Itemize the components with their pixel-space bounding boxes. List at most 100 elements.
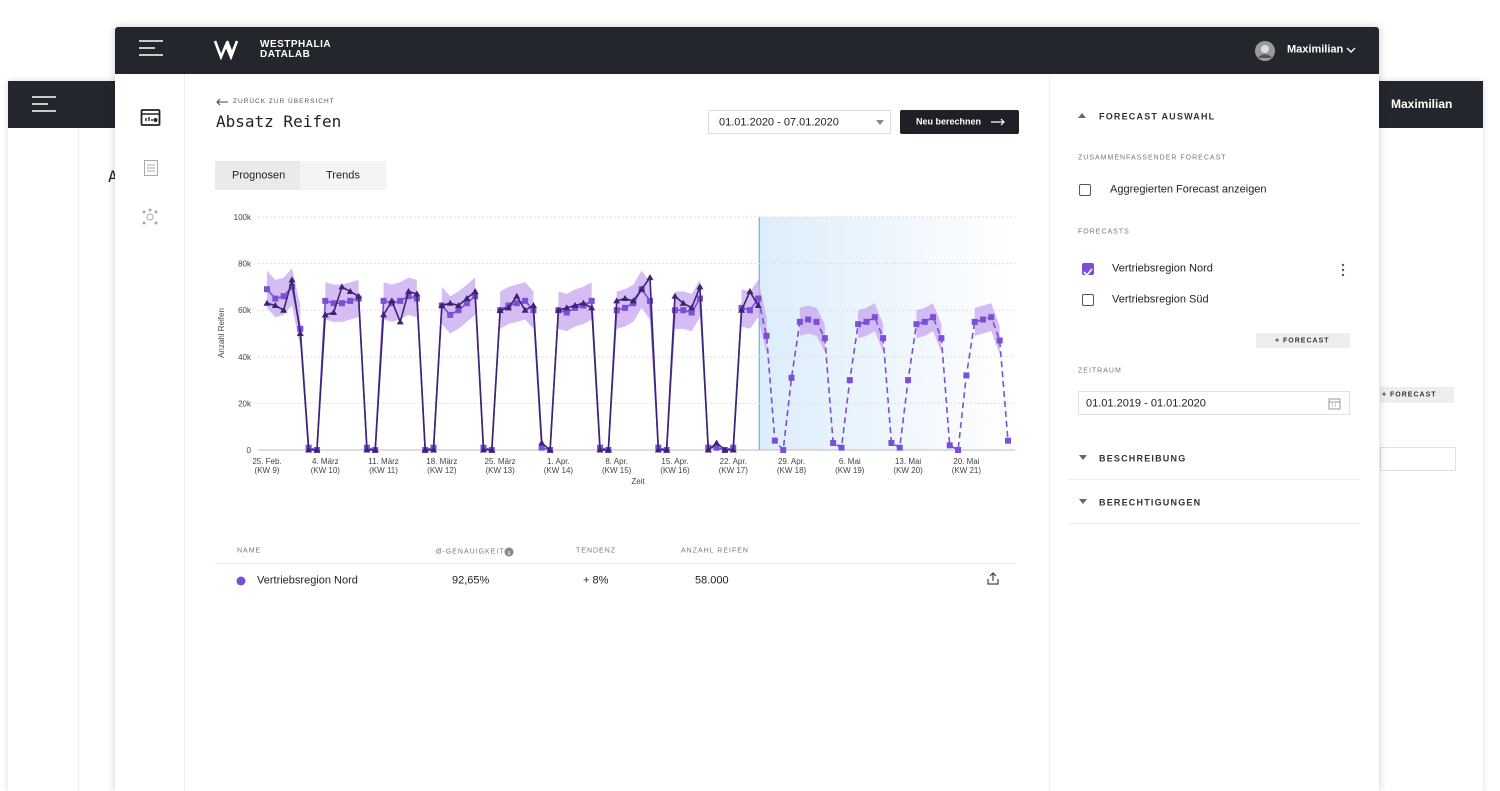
- data-point: [280, 306, 288, 313]
- data-point: [380, 297, 387, 304]
- y-tick-label: 20k: [238, 399, 252, 408]
- checkbox-label[interactable]: Vertriebsregion Süd: [1112, 293, 1209, 306]
- panel-label: ZUSAMMENFASSENDER FORECAST: [1078, 154, 1227, 162]
- date-select[interactable]: 01.01.2020 - 07.01.2020: [708, 110, 891, 134]
- panel-heading[interactable]: BESCHREIBUNG: [1099, 453, 1187, 464]
- data-point: [288, 276, 296, 283]
- tab[interactable]: Trends: [300, 161, 386, 190]
- select-caret: [876, 120, 884, 125]
- data-point: [680, 307, 687, 314]
- check-mark: [1083, 268, 1093, 277]
- data-point: [371, 446, 379, 453]
- checkbox[interactable]: [1082, 294, 1094, 306]
- user-name[interactable]: Maximilian: [1287, 43, 1344, 56]
- data-point: [955, 447, 962, 453]
- data-point: [830, 440, 837, 447]
- background-input: [1380, 447, 1456, 471]
- data-point: [855, 321, 862, 328]
- data-point: [771, 437, 778, 444]
- user-chevron[interactable]: [1345, 45, 1357, 55]
- collapse-caret[interactable]: [1078, 113, 1086, 119]
- background-button: + FORECAST: [1380, 387, 1454, 403]
- data-point: [338, 283, 346, 290]
- x-tick-label-line: (KW 21): [952, 466, 982, 475]
- data-point: [930, 314, 937, 321]
- tab-active[interactable]: Prognosen: [215, 161, 300, 190]
- checkbox[interactable]: [1079, 184, 1091, 196]
- data-point: [588, 304, 596, 311]
- kebab-menu[interactable]: [1340, 263, 1346, 277]
- data-point: [513, 300, 520, 307]
- data-point: [405, 293, 412, 300]
- data-point: [871, 314, 878, 321]
- share-icon[interactable]: [986, 572, 1000, 586]
- y-tick-label: 100k: [234, 213, 252, 222]
- x-tick-label-line: 29. Apr.: [778, 457, 805, 466]
- data-point: [579, 299, 587, 306]
- data-point: [738, 306, 746, 313]
- data-point: [588, 297, 595, 304]
- recalculate-button[interactable]: Neu berechnen: [900, 110, 1019, 134]
- checkbox-label[interactable]: Aggregierten Forecast anzeigen: [1110, 183, 1267, 196]
- background-divider: [78, 128, 79, 791]
- data-point: [455, 307, 462, 314]
- data-point: [446, 299, 454, 306]
- add-forecast-button[interactable]: + FORECAST: [1256, 333, 1350, 348]
- nav-dashboard-icon[interactable]: [140, 108, 162, 128]
- data-point: [546, 446, 554, 453]
- data-point: [996, 337, 1003, 344]
- x-tick-label-line: 25. Feb.: [252, 457, 281, 466]
- back-arrow[interactable]: [215, 97, 229, 107]
- nav-reports-icon[interactable]: [143, 159, 159, 177]
- data-point: [380, 311, 388, 318]
- x-tick-label: 4. März (KW 10): [311, 457, 341, 475]
- data-point: [463, 300, 470, 307]
- x-tick-label-line: (KW 16): [660, 466, 690, 475]
- panel-label: FORECASTS: [1078, 228, 1130, 236]
- info-icon[interactable]: [504, 547, 514, 557]
- data-point: [880, 335, 887, 342]
- avatar[interactable]: [1254, 40, 1276, 62]
- checkbox-label[interactable]: Vertriebsregion Nord: [1112, 262, 1213, 275]
- data-point: [622, 304, 629, 311]
- data-point: [713, 444, 720, 451]
- x-axis-label: Zeit: [631, 477, 645, 486]
- logo-text: WESTPHALIA: [260, 39, 332, 50]
- table-cell: Vertriebsregion Nord: [257, 574, 358, 587]
- data-point: [621, 295, 629, 302]
- x-tick-label-line: 8. Apr.: [605, 457, 628, 466]
- x-tick-label-line: 15. Apr.: [661, 457, 688, 466]
- x-tick-label: 18. März (KW 12): [426, 457, 457, 475]
- data-point: [721, 446, 729, 453]
- panel-heading[interactable]: BERECHTIGUNGEN: [1099, 497, 1202, 508]
- y-tick-label: 0: [247, 446, 252, 455]
- table-cell: + 8%: [583, 574, 609, 587]
- data-point: [654, 446, 662, 453]
- data-point: [322, 297, 329, 304]
- data-point: [671, 292, 679, 299]
- panel-divider: [1068, 479, 1360, 480]
- back-link[interactable]: ZURÜCK ZUR ÜBERSICHT: [233, 97, 335, 105]
- recalculate-label: Neu berechnen: [916, 116, 982, 127]
- table-header: Ø-GENAUIGKEIT: [436, 548, 505, 556]
- table-cell: 58.000: [695, 574, 729, 587]
- panel-heading[interactable]: FORECAST AUSWAHL: [1099, 111, 1216, 122]
- data-point: [646, 297, 653, 304]
- expand-caret[interactable]: [1079, 455, 1087, 461]
- data-point: [430, 446, 438, 453]
- period-input[interactable]: 01.01.2019 - 01.01.2020: [1078, 391, 1350, 415]
- data-point: [513, 292, 521, 299]
- data-point: [613, 297, 621, 304]
- data-point: [629, 297, 637, 304]
- menu-icon[interactable]: [137, 39, 165, 59]
- nav-network-icon[interactable]: [141, 208, 159, 226]
- expand-caret[interactable]: [1079, 499, 1087, 505]
- data-point: [596, 446, 604, 453]
- data-point: [646, 274, 654, 281]
- data-point: [896, 444, 903, 451]
- logo-mark: [213, 40, 239, 60]
- data-point: [963, 372, 970, 379]
- data-point: [463, 295, 471, 302]
- data-point: [780, 447, 787, 453]
- checkbox[interactable]: [1082, 263, 1094, 277]
